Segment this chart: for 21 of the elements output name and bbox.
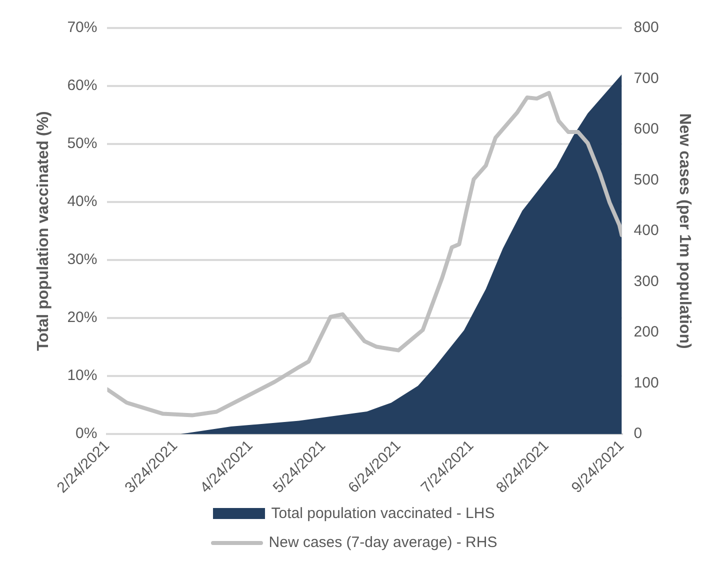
legend-label: New cases (7-day average) - RHS bbox=[268, 534, 498, 551]
y2-tick-label: 0 bbox=[634, 425, 642, 442]
y-tick-label: 60% bbox=[67, 77, 98, 94]
y2-tick-label: 200 bbox=[634, 324, 659, 341]
y-tick-label: 40% bbox=[67, 193, 98, 210]
y2-axis-title: New cases (per 1m population) bbox=[676, 113, 693, 349]
y2-tick-label: 800 bbox=[634, 19, 659, 36]
y-axis-title: Total population vaccinated (%) bbox=[35, 111, 52, 351]
y2-tick-label: 500 bbox=[634, 171, 659, 188]
y-tick-label: 50% bbox=[67, 135, 98, 152]
y-tick-label: 70% bbox=[67, 19, 98, 36]
y2-tick-label: 600 bbox=[634, 120, 659, 138]
y-tick-label: 20% bbox=[67, 309, 98, 326]
y2-tick-label: 100 bbox=[634, 374, 659, 392]
legend-label: Total population vaccinated - LHS bbox=[271, 505, 495, 522]
y2-tick-label: 400 bbox=[634, 222, 659, 240]
y2-tick-label: 300 bbox=[634, 272, 659, 290]
y2-tick-label: 700 bbox=[634, 70, 659, 87]
y-tick-label: 10% bbox=[67, 367, 98, 384]
y-tick-label: 30% bbox=[67, 251, 98, 268]
y-tick-label: 0% bbox=[76, 425, 98, 442]
